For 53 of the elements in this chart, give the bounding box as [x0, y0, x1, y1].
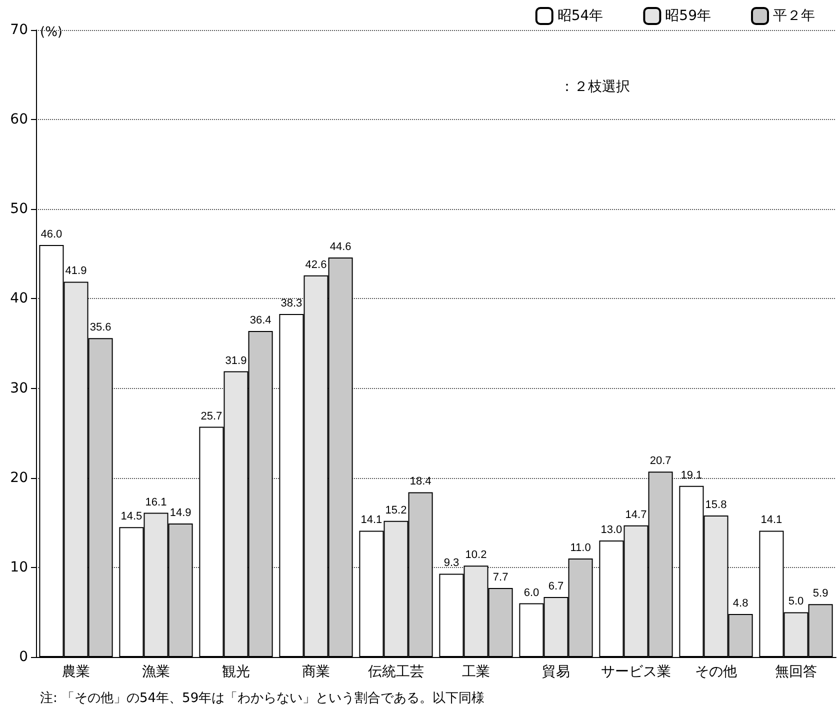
data-label: 35.6	[90, 322, 112, 334]
data-label: 6.7	[548, 580, 564, 592]
data-label: 46.0	[40, 228, 62, 240]
data-label: 5.0	[788, 596, 804, 608]
data-label: 25.7	[200, 410, 222, 422]
y-tick-label: 60	[10, 112, 28, 128]
x-tick-label: その他	[695, 664, 737, 680]
data-label: 10.2	[465, 549, 487, 562]
legend-label: 平２年	[773, 8, 815, 24]
data-label: 7.7	[492, 572, 508, 584]
x-tick-label: サービス業	[601, 664, 671, 680]
y-tick-label: 20	[10, 470, 28, 486]
data-label: 38.3	[280, 297, 302, 310]
data-label: 36.4	[250, 314, 272, 326]
y-tick-label: 50	[10, 201, 28, 218]
data-label: 9.3	[444, 557, 460, 570]
y-tick-label: 40	[10, 290, 28, 307]
data-label: 5.9	[812, 588, 828, 600]
data-label: 6.0	[524, 586, 540, 599]
y-tick-label: 0	[19, 649, 28, 665]
legend-label: 昭54年	[557, 8, 604, 24]
data-label: 42.6	[305, 258, 327, 271]
data-label: 13.0	[600, 524, 622, 536]
data-label: 41.9	[65, 265, 87, 278]
y-tick-label: 30	[10, 380, 28, 396]
data-label: 14.7	[625, 508, 647, 521]
x-tick-label: 工業	[462, 664, 490, 680]
x-tick-label: 貿易	[542, 664, 570, 680]
data-label: 18.4	[410, 476, 432, 488]
x-tick-label: 観光	[222, 664, 250, 680]
text: 注: 「その他」の54年、59年は「わからない」という割合である。以下同様	[40, 691, 485, 706]
data-label: 15.2	[385, 504, 407, 516]
annotation: ：２枝選択	[560, 79, 630, 95]
x-tick-label: 伝統工芸	[368, 664, 424, 680]
x-tick-label: 商業	[302, 664, 330, 680]
data-label: 31.9	[225, 354, 247, 367]
data-label: 11.0	[570, 542, 591, 554]
y-tick-label: 70	[10, 22, 28, 38]
legend-label: 昭59年	[665, 8, 712, 24]
x-tick-label: 無回答	[775, 664, 817, 680]
y-tick-label: 10	[10, 559, 28, 576]
data-label: 14.5	[120, 510, 142, 523]
data-label: 15.8	[705, 498, 727, 511]
x-tick-label: 農業	[62, 664, 90, 680]
data-label: 4.8	[732, 598, 748, 610]
data-label: 14.1	[760, 514, 782, 526]
data-label: 44.6	[330, 241, 352, 254]
x-tick-label: 漁業	[142, 664, 170, 680]
data-label: 20.7	[650, 455, 672, 468]
data-label: 14.9	[170, 507, 192, 520]
data-label: 16.1	[145, 496, 167, 508]
data-label: 19.1	[680, 469, 702, 482]
data-label: 14.1	[360, 514, 382, 526]
